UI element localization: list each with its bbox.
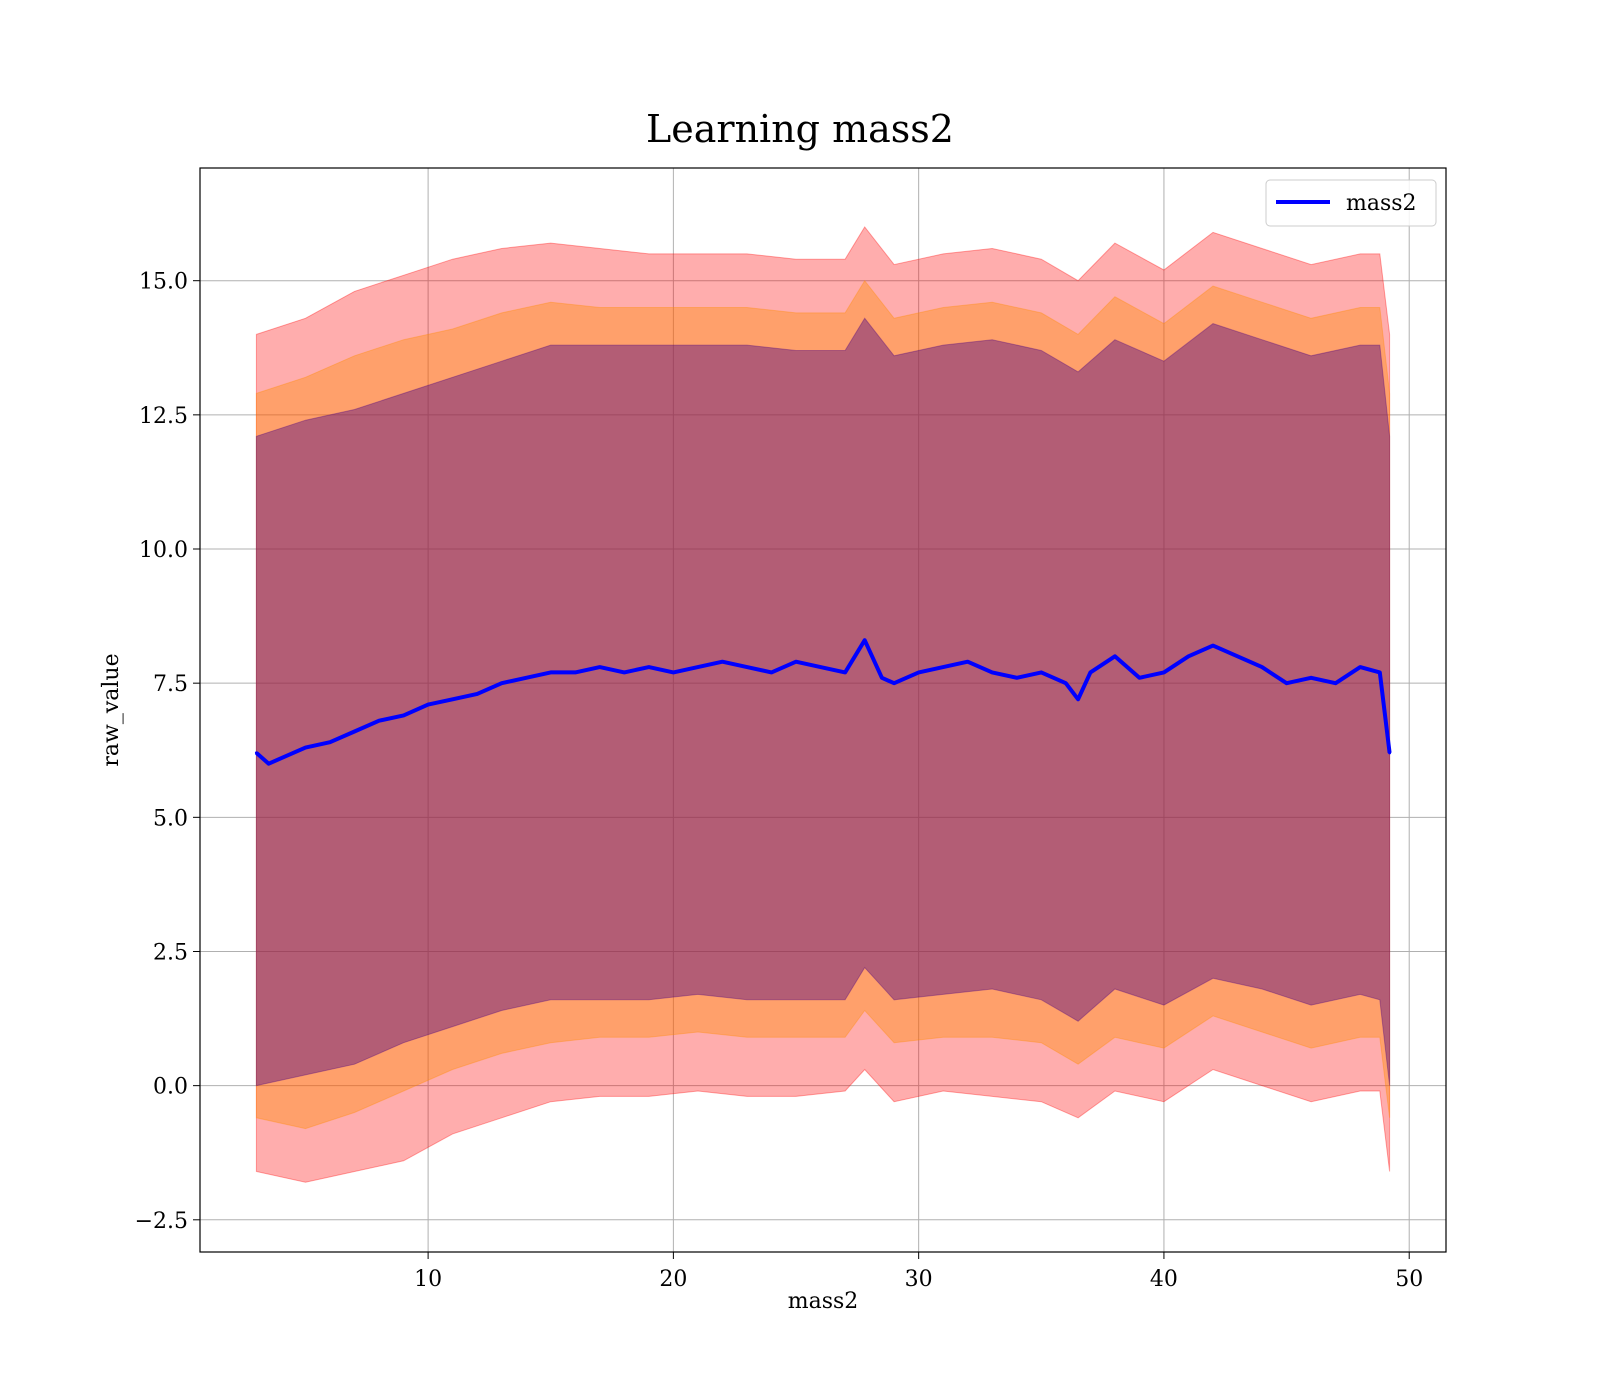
data-point [1309, 676, 1313, 680]
data-point [1358, 665, 1362, 669]
inner-band [255, 317, 1391, 1087]
data-point [1186, 654, 1190, 658]
data-point [598, 665, 602, 669]
x-tick-label: 40 [1150, 1267, 1178, 1292]
y-axis-label: raw_value [99, 653, 124, 766]
data-point [549, 670, 553, 674]
outer-band [255, 226, 1391, 1183]
data-point [1285, 681, 1289, 685]
y-tick-label: 2.5 [153, 940, 188, 965]
data-point [353, 729, 357, 733]
x-tick-label: 20 [659, 1267, 687, 1292]
legend-box [1265, 179, 1437, 227]
data-point [1260, 665, 1264, 669]
data-point [941, 665, 945, 669]
data-point [1137, 676, 1141, 680]
data-point [863, 638, 867, 642]
band-layer [255, 226, 1391, 1183]
data-point [328, 740, 332, 744]
y-tick-label: 12.5 [139, 404, 188, 429]
data-point [377, 719, 381, 723]
data-point [1088, 670, 1092, 674]
tick-layer: 10 20 30 40 50 −2.5 0.0 2.5 5.0 7.5 10.0 12.5 15.0 [135, 270, 1424, 1292]
data-point [696, 665, 700, 669]
data-point [500, 681, 504, 685]
legend: mass2 [1265, 179, 1437, 227]
y-tick-label: 0.0 [153, 1075, 188, 1100]
x-axis-label: mass2 [788, 1289, 859, 1314]
chart-title: Learning mass2 [646, 107, 954, 151]
data-point [451, 697, 455, 701]
data-point [647, 665, 651, 669]
data-point [279, 756, 283, 760]
data-point [794, 660, 798, 664]
grid-layer [200, 168, 1446, 1252]
data-point [990, 670, 994, 674]
data-point [819, 665, 823, 669]
plot-frame [199, 167, 1447, 1253]
data-point [402, 713, 406, 717]
y-tick-label: 15.0 [139, 270, 188, 295]
data-point [745, 665, 749, 669]
data-point [475, 692, 479, 696]
y-tick-label: 5.0 [153, 806, 188, 831]
data-point [303, 746, 307, 750]
x-tick-label: 50 [1395, 1267, 1423, 1292]
data-point [426, 703, 430, 707]
data-point [1113, 654, 1117, 658]
data-point [622, 670, 626, 674]
data-point [524, 676, 528, 680]
data-point [1076, 697, 1080, 701]
data-point [720, 660, 724, 664]
data-point [880, 676, 884, 680]
data-point [254, 751, 258, 755]
x-tick-label: 30 [905, 1267, 933, 1292]
data-point [1162, 670, 1166, 674]
data-point [843, 670, 847, 674]
data-point [671, 670, 675, 674]
middle-band [255, 279, 1391, 1130]
x-tick-label: 10 [414, 1267, 442, 1292]
data-point [917, 670, 921, 674]
y-tick-label: 10.0 [139, 538, 188, 563]
data-point [1378, 670, 1382, 674]
y-tick-label: 7.5 [153, 672, 188, 697]
y-tick-label: −2.5 [135, 1209, 188, 1234]
data-point [1064, 681, 1068, 685]
data-point [573, 670, 577, 674]
legend-label: mass2 [1346, 191, 1417, 216]
data-point [966, 660, 970, 664]
line-layer [254, 638, 1392, 766]
data-point [892, 681, 896, 685]
data-point [1015, 676, 1019, 680]
data-point [1039, 670, 1043, 674]
data-point [769, 670, 773, 674]
data-point [267, 762, 271, 766]
data-point [1388, 751, 1392, 755]
data-point [1211, 644, 1215, 648]
data-point [1334, 681, 1338, 685]
data-point [1236, 654, 1240, 658]
